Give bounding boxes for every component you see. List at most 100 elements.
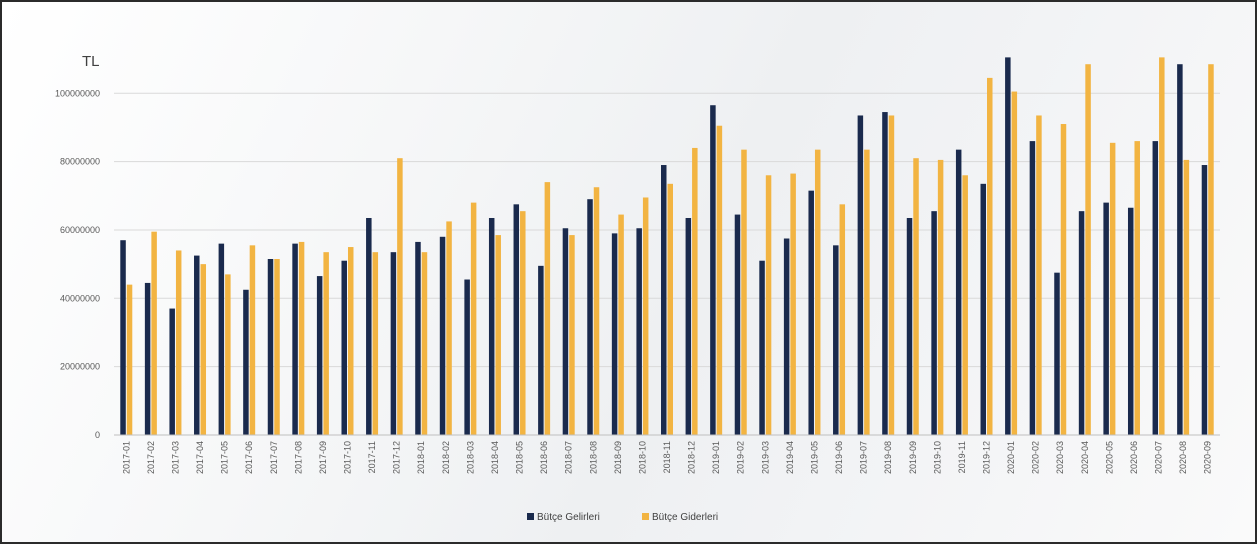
bar-giderleri bbox=[520, 211, 526, 435]
bar-giderleri bbox=[225, 274, 231, 435]
x-tick-label: 2019-07 bbox=[859, 441, 869, 474]
x-tick-label: 2018-12 bbox=[687, 441, 697, 474]
bar-giderleri bbox=[544, 182, 551, 435]
x-tick-label: 2020-07 bbox=[1154, 441, 1164, 474]
x-tick-label: 2020-01 bbox=[1006, 441, 1016, 474]
bar-gelirleri bbox=[1177, 64, 1183, 435]
x-tick-label: 2017-10 bbox=[342, 441, 352, 474]
bar-gelirleri bbox=[415, 241, 421, 435]
legend-label-giderleri: Bütçe Giderleri bbox=[652, 512, 718, 523]
bar-gelirleri bbox=[783, 238, 790, 435]
bar-giderleri bbox=[1134, 141, 1140, 435]
bar-gelirleri bbox=[1152, 141, 1159, 435]
bar-gelirleri bbox=[587, 199, 593, 435]
bar-giderleri bbox=[1060, 124, 1067, 435]
x-tick-label: 2019-12 bbox=[982, 441, 992, 474]
bar-gelirleri bbox=[439, 236, 446, 435]
bar-gelirleri bbox=[857, 115, 864, 436]
x-tick-label: 2018-11 bbox=[662, 441, 672, 473]
x-axis-ticks: 2017-01 2017-02 2017-03 2017-04 2017-05 2017-… bbox=[121, 441, 1212, 474]
bar-giderleri bbox=[298, 241, 305, 435]
bar-giderleri bbox=[667, 183, 673, 435]
bar-giderleri bbox=[446, 221, 452, 435]
x-tick-label: 2020-09 bbox=[1203, 441, 1213, 474]
bar-gelirleri bbox=[808, 190, 814, 435]
x-tick-label: 2018-01 bbox=[416, 441, 426, 474]
x-tick-label: 2019-03 bbox=[760, 441, 770, 474]
x-tick-label: 2017-04 bbox=[195, 441, 205, 474]
bar-giderleri bbox=[1208, 64, 1214, 435]
bar-giderleri bbox=[200, 264, 207, 435]
y-tick-label: 20000000 bbox=[60, 362, 100, 372]
bar-giderleri bbox=[1109, 142, 1116, 435]
y-tick-label: 40000000 bbox=[60, 293, 100, 303]
x-tick-label: 2017-02 bbox=[146, 441, 156, 474]
x-tick-label: 2017-09 bbox=[318, 441, 328, 474]
x-tick-label: 2018-05 bbox=[515, 441, 525, 474]
bar-giderleri bbox=[790, 173, 796, 435]
bar-gelirleri bbox=[513, 204, 520, 435]
bar-gelirleri bbox=[169, 308, 175, 435]
bar-giderleri bbox=[1036, 115, 1042, 436]
bar-gelirleri bbox=[1127, 207, 1134, 435]
bar-gelirleri bbox=[1103, 202, 1109, 435]
bar-giderleri bbox=[347, 247, 354, 435]
x-tick-label: 2019-02 bbox=[736, 441, 746, 474]
bar-giderleri bbox=[151, 231, 157, 435]
bar-gelirleri bbox=[685, 217, 692, 435]
bar-gelirleri bbox=[464, 279, 470, 435]
bar-gelirleri bbox=[1078, 211, 1085, 435]
bar-giderleri bbox=[765, 175, 772, 435]
bar-gelirleri bbox=[980, 183, 987, 435]
bar-giderleri bbox=[741, 149, 747, 435]
x-tick-label: 2017-03 bbox=[170, 441, 180, 474]
y-tick-label: 100000000 bbox=[55, 88, 100, 98]
bar-gelirleri bbox=[292, 243, 298, 435]
x-tick-label: 2020-04 bbox=[1080, 441, 1090, 474]
bar-giderleri bbox=[987, 77, 993, 436]
x-tick-label: 2020-06 bbox=[1129, 441, 1139, 474]
x-tick-label: 2018-08 bbox=[588, 441, 598, 474]
bar-giderleri bbox=[323, 252, 329, 435]
x-tick-label: 2017-08 bbox=[293, 441, 303, 474]
bar-gelirleri bbox=[1029, 141, 1036, 435]
bar-gelirleri bbox=[366, 217, 372, 435]
bar-giderleri bbox=[913, 158, 919, 436]
bar-gelirleri bbox=[661, 165, 667, 435]
bar-giderleri bbox=[1159, 57, 1165, 435]
bar-gelirleri bbox=[710, 105, 716, 435]
bar-gelirleri bbox=[1005, 57, 1011, 435]
x-tick-label: 2017-12 bbox=[392, 441, 402, 474]
x-tick-label: 2017-05 bbox=[220, 441, 230, 474]
bar-giderleri bbox=[814, 149, 821, 435]
x-tick-label: 2019-01 bbox=[711, 441, 721, 474]
bar-giderleri bbox=[126, 284, 133, 435]
bar-gelirleri bbox=[562, 228, 569, 435]
bar-gelirleri bbox=[882, 112, 888, 435]
x-tick-label: 2017-01 bbox=[121, 441, 131, 474]
x-tick-label: 2018-10 bbox=[637, 441, 647, 474]
x-tick-label: 2019-05 bbox=[809, 441, 819, 474]
bar-giderleri bbox=[421, 252, 428, 435]
bar-giderleri bbox=[962, 175, 968, 435]
bar-gelirleri bbox=[833, 245, 839, 435]
gridlines bbox=[114, 92, 1220, 368]
bar-gelirleri bbox=[267, 259, 274, 435]
bar-gelirleri bbox=[611, 233, 618, 435]
x-tick-label: 2018-09 bbox=[613, 441, 623, 474]
x-tick-label: 2018-04 bbox=[490, 441, 500, 474]
bar-gelirleri bbox=[1201, 165, 1208, 435]
bar-gelirleri bbox=[218, 243, 225, 435]
bar-giderleri bbox=[716, 125, 723, 436]
y-tick-label: 80000000 bbox=[60, 157, 100, 167]
x-tick-label: 2017-07 bbox=[269, 441, 279, 474]
y-axis-ticks: 0 20000000 40000000 60000000 80000000 1000000… bbox=[55, 88, 100, 440]
x-tick-label: 2020-05 bbox=[1104, 441, 1114, 474]
legend-swatch-gelirleri bbox=[527, 513, 534, 520]
x-tick-label: 2019-04 bbox=[785, 441, 795, 474]
x-tick-label: 2017-06 bbox=[244, 441, 254, 474]
y-tick-label: 60000000 bbox=[60, 225, 100, 235]
bar-gelirleri bbox=[316, 276, 323, 435]
x-tick-label: 2019-06 bbox=[834, 441, 844, 474]
